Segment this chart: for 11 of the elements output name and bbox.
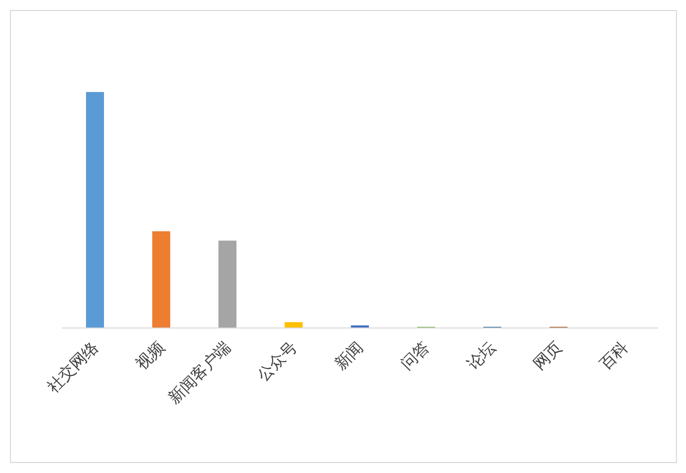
bar bbox=[218, 240, 236, 328]
x-tick-label: 社交网络 bbox=[44, 338, 102, 396]
x-tick-label: 新闻 bbox=[331, 338, 367, 374]
bar bbox=[284, 322, 303, 328]
x-tick-label: 网页 bbox=[530, 338, 566, 374]
x-tick-label: 公众号 bbox=[254, 338, 301, 385]
x-tick-label: 百科 bbox=[596, 338, 632, 374]
x-tick-label: 论坛 bbox=[464, 338, 500, 374]
x-tick-label: 问答 bbox=[398, 338, 434, 374]
bar bbox=[86, 92, 104, 328]
bar bbox=[152, 231, 170, 328]
